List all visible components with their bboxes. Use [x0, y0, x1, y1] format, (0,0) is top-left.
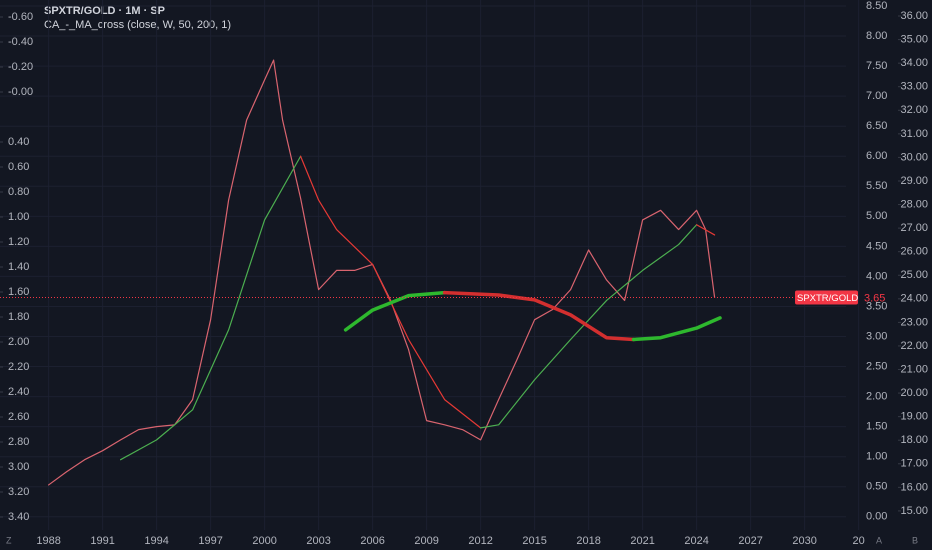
x-tick-label: 2000 [252, 535, 276, 547]
y2-tick-label: 35.00 [900, 33, 928, 45]
y-tick-label: 7.00 [866, 90, 887, 102]
x-tick-label: 2009 [414, 535, 438, 547]
y2-tick-label: 16.00 [900, 481, 928, 493]
series-line [631, 316, 722, 342]
y2-tick-label: 15.00 [900, 505, 928, 517]
corner-label: Z [6, 535, 12, 545]
y2-tick-label: 30.00 [900, 151, 928, 163]
x-tick-label: 2021 [630, 535, 654, 547]
y2-tick-label: 36.00 [900, 10, 928, 22]
y-tick-label: 5.00 [866, 210, 887, 222]
last-value-box [795, 290, 858, 305]
series-line [480, 224, 698, 429]
x-tick-label: 2006 [360, 535, 384, 547]
y2-tick-label: 34.00 [900, 57, 928, 69]
y-tick-label: 0.00 [866, 511, 887, 523]
y3-tick-label: 0.40 [8, 136, 29, 148]
y3-tick-label: 1.20 [8, 236, 29, 248]
y2-tick-label: 27.00 [900, 222, 928, 234]
x-tick-label: 2018 [576, 535, 600, 547]
y2-tick-label: 28.00 [900, 198, 928, 210]
x-tick-label: 2024 [684, 535, 708, 547]
y-tick-label: 3.00 [866, 330, 887, 342]
y-tick-label: 6.00 [866, 150, 887, 162]
y2-tick-label: 25.00 [900, 269, 928, 281]
y-tick-label: 1.50 [866, 421, 887, 433]
y2-tick-label: 18.00 [900, 434, 928, 446]
y3-tick-label: 2.40 [8, 386, 29, 398]
y3-tick-label: -0.40 [8, 36, 33, 48]
y3-tick-label: 1.40 [8, 261, 29, 273]
x-tick-label: 20 [852, 535, 864, 547]
series-line [300, 155, 482, 429]
x-tick-label: 2030 [792, 535, 816, 547]
y-tick-label: 2.00 [866, 391, 887, 403]
y2-tick-label: 32.00 [900, 104, 928, 116]
y3-tick-label: 3.40 [8, 511, 29, 523]
y3-tick-label: 1.60 [8, 286, 29, 298]
y-tick-label: 0.50 [866, 481, 887, 493]
y2-tick-label: 24.00 [900, 293, 928, 305]
x-tick-label: 2027 [738, 535, 762, 547]
y-tick-label: 3.50 [866, 300, 887, 312]
series-line [695, 224, 716, 236]
y2-tick-label: 23.00 [900, 316, 928, 328]
corner-label: A [876, 535, 882, 545]
y2-tick-label: 20.00 [900, 387, 928, 399]
y3-tick-label: 2.60 [8, 411, 29, 423]
y-tick-label: 1.00 [866, 451, 887, 463]
x-tick-label: 1997 [198, 535, 222, 547]
y2-tick-label: 22.00 [900, 340, 928, 352]
x-tick-label: 2012 [468, 535, 492, 547]
x-tick-label: 1988 [36, 535, 60, 547]
last-value-label: 3.65 [864, 292, 885, 304]
chart-title: SPXTR/GOLD · 1M · SP [44, 5, 165, 17]
y3-tick-label: 2.20 [8, 361, 29, 373]
x-tick-label: 1991 [90, 535, 114, 547]
y-tick-label: 4.00 [866, 270, 887, 282]
y2-tick-label: 29.00 [900, 175, 928, 187]
y2-tick-label: 26.00 [900, 246, 928, 258]
last-value-name: SPXTR/GOLD [797, 293, 858, 304]
y2-tick-label: 19.00 [900, 411, 928, 423]
y-tick-label: 7.50 [866, 60, 887, 72]
y3-tick-label: 0.80 [8, 186, 29, 198]
x-tick-label: 1994 [144, 535, 168, 547]
x-tick-label: 2003 [306, 535, 330, 547]
y3-tick-label: 2.80 [8, 436, 29, 448]
y2-tick-label: 17.00 [900, 458, 928, 470]
y3-tick-label: -0.00 [8, 86, 33, 98]
series-line [442, 290, 636, 342]
y2-tick-label: 31.00 [900, 128, 928, 140]
y2-tick-label: 21.00 [900, 363, 928, 375]
series-line [343, 290, 447, 332]
y3-tick-label: 0.60 [8, 161, 29, 173]
y3-tick-label: 1.80 [8, 311, 29, 323]
y2-tick-label: 33.00 [900, 81, 928, 93]
y-tick-label: 2.50 [866, 360, 887, 372]
chart-subtitle: CA_-_MA_cross (close, W, 50, 200, 1) [44, 19, 231, 31]
y-tick-label: 5.50 [866, 180, 887, 192]
y3-tick-label: -0.20 [8, 61, 33, 73]
corner-label: B [912, 535, 918, 545]
y3-tick-label: 2.00 [8, 336, 29, 348]
y3-tick-label: 1.00 [8, 211, 29, 223]
y-tick-label: 6.50 [866, 120, 887, 132]
y3-tick-label: -0.60 [8, 11, 33, 23]
y3-tick-label: 3.20 [8, 486, 29, 498]
y3-tick-label: 3.00 [8, 461, 29, 473]
x-tick-label: 2015 [522, 535, 546, 547]
y-tick-label: 8.00 [866, 30, 887, 42]
y-tick-label: 4.50 [866, 240, 887, 252]
y-tick-label: 8.50 [866, 0, 887, 12]
series-line [119, 155, 302, 461]
